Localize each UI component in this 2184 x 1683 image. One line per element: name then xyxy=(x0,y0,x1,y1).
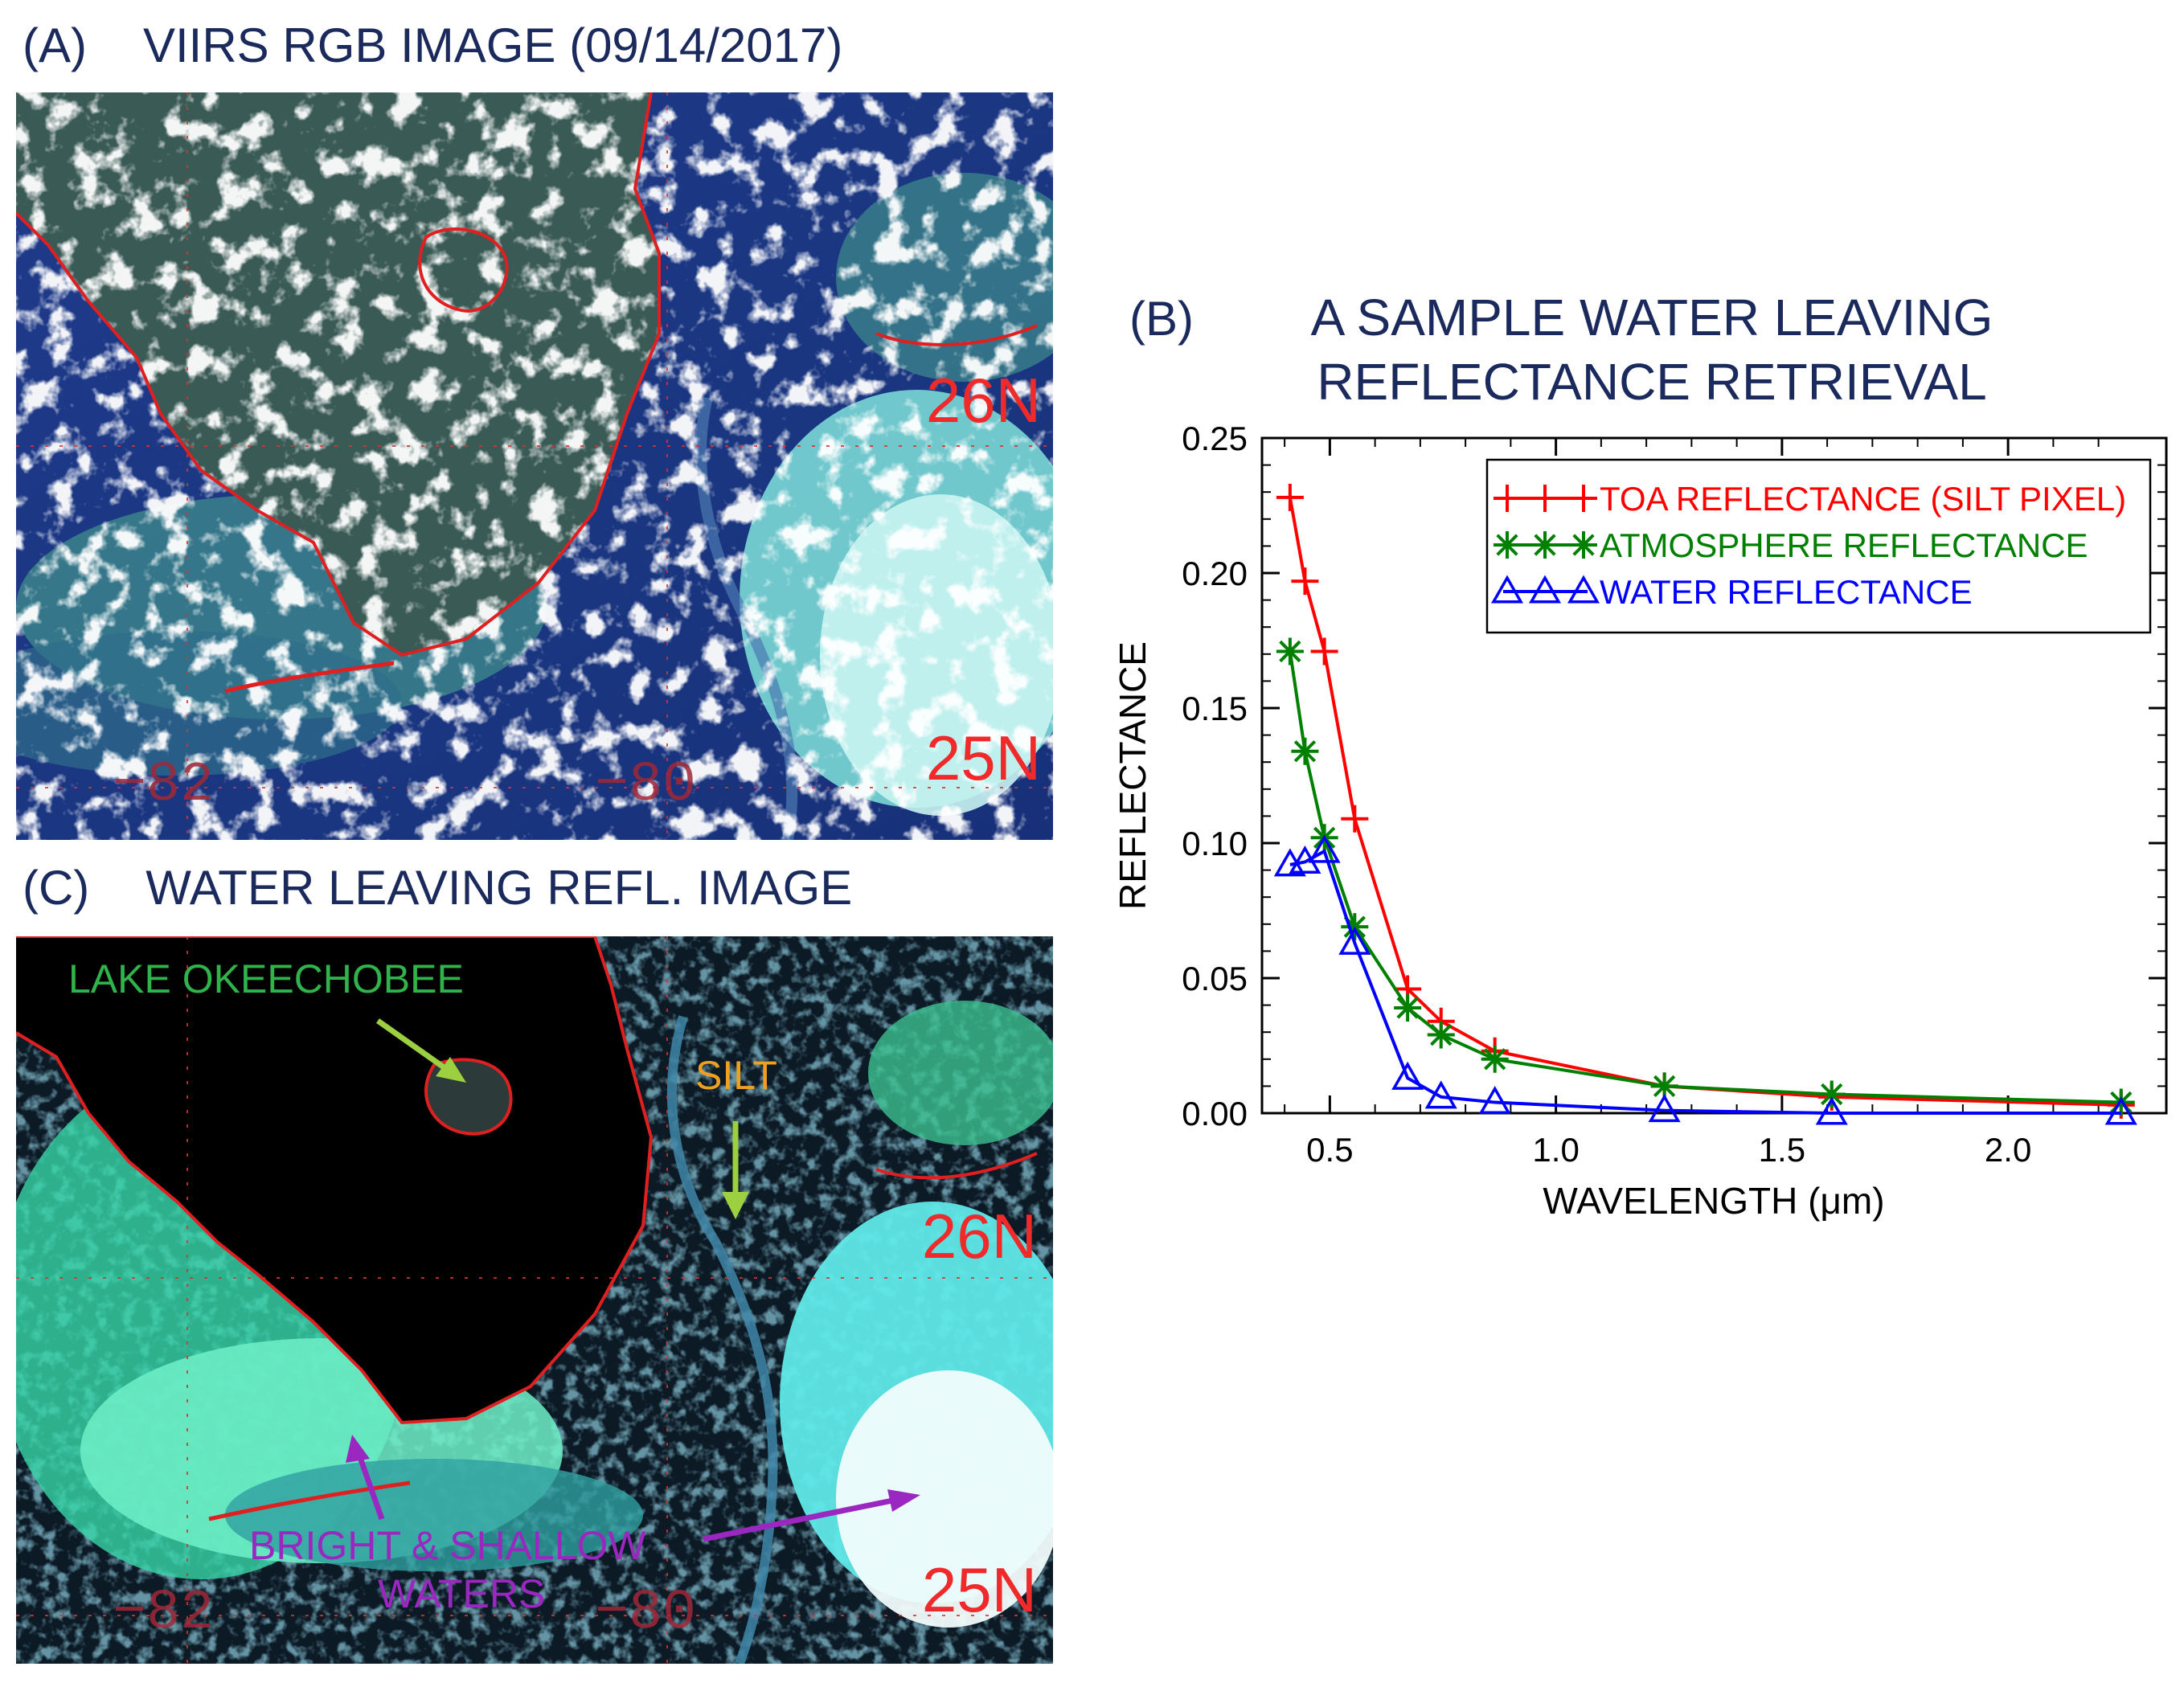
legend-entry: TOA REFLECTANCE (SILT PIXEL) xyxy=(1494,480,2126,518)
data-point xyxy=(1648,1094,1681,1123)
y-tick-label: 0.10 xyxy=(1182,825,1248,862)
data-point xyxy=(1817,1080,1846,1108)
panel-c-lon-80: −80 xyxy=(595,1582,696,1645)
y-tick-label: 0.15 xyxy=(1182,690,1248,727)
y-tick-label: 0.00 xyxy=(1182,1095,1248,1132)
data-point xyxy=(1310,637,1338,665)
panel-c-lon-82: −82 xyxy=(113,1582,214,1645)
data-point xyxy=(1338,926,1371,955)
data-point xyxy=(1291,567,1319,596)
legend-marker xyxy=(1570,485,1597,512)
x-tick-label: 1.5 xyxy=(1759,1131,1805,1169)
data-point xyxy=(1427,1021,1455,1049)
chart-title: A SAMPLE WATER LEAVING REFLECTANCE RETRI… xyxy=(1125,285,2178,422)
x-tick-label: 2.0 xyxy=(1985,1131,2031,1169)
chart-title-line2: REFLECTANCE RETRIEVAL xyxy=(1317,353,1987,411)
data-point xyxy=(1650,1072,1678,1100)
panel-c-lat-25n: 25N xyxy=(922,1554,1037,1625)
x-tick-label: 0.5 xyxy=(1306,1131,1353,1169)
bright-right-arrow-icon xyxy=(703,1489,920,1542)
silt-arrow-icon xyxy=(722,1121,749,1219)
data-point xyxy=(1341,805,1369,833)
legend-entry: ATMOSPHERE REFLECTANCE xyxy=(1494,526,2088,564)
data-point xyxy=(1394,993,1422,1022)
data-point xyxy=(1391,1061,1424,1090)
panel-a-lon-82: −82 xyxy=(113,754,214,817)
panel-c-lat-26n: 26N xyxy=(922,1201,1037,1271)
panel-a-title: (A) VIIRS RGB IMAGE (09/14/2017) xyxy=(23,18,842,73)
y-tick-label: 0.05 xyxy=(1182,960,1248,997)
panel-a-title-text: VIIRS RGB IMAGE (09/14/2017) xyxy=(142,18,843,72)
plot-frame xyxy=(1260,436,2168,1115)
lake-arrow-icon xyxy=(375,1018,466,1083)
data-point xyxy=(2107,1088,2135,1116)
legend-marker xyxy=(1531,531,1559,559)
legend-label: ATMOSPHERE REFLECTANCE xyxy=(1600,526,2088,564)
data-point xyxy=(1815,1096,1848,1125)
y-axis-label: REFLECTANCE xyxy=(1112,641,1153,910)
series-star xyxy=(1276,637,2135,1116)
data-point xyxy=(1478,1086,1511,1115)
data-point xyxy=(1276,637,1304,665)
panel-a-lon-80: −80 xyxy=(595,754,696,817)
bright-shallow-label-line1: BRIGHT & SHALLOW xyxy=(249,1523,646,1568)
data-point xyxy=(1291,737,1319,765)
legend-marker xyxy=(1567,575,1600,604)
legend-label: TOA REFLECTANCE (SILT PIXEL) xyxy=(1600,480,2126,518)
legend-label: WATER REFLECTANCE xyxy=(1600,573,1973,611)
legend-entry: WATER REFLECTANCE xyxy=(1490,573,1973,611)
data-point xyxy=(1308,834,1341,863)
data-point xyxy=(1481,1045,1509,1073)
panel-c-letter: (C) xyxy=(23,861,90,915)
x-axis-label: WAVELENGTH (μm) xyxy=(1543,1180,1884,1222)
bright-left-arrow-icon xyxy=(346,1435,385,1521)
water-leaving-reflectance-image: 26N 25N −82 −80 LAKE OKEECHOBEE SILT BRI… xyxy=(16,936,1053,1664)
legend-marker xyxy=(1490,575,1524,604)
viirs-rgb-image: 26N 25N −82 −80 xyxy=(16,92,1053,840)
data-point xyxy=(1424,1080,1457,1109)
lake-okeechobee-label: LAKE OKEECHOBEE xyxy=(68,956,464,1001)
series-line xyxy=(1288,651,2121,1104)
legend-marker xyxy=(1570,531,1597,559)
data-point xyxy=(1276,483,1304,511)
legend-marker xyxy=(1494,531,1521,559)
panel-a-letter: (A) xyxy=(23,18,87,72)
legend-marker xyxy=(1494,485,1521,512)
legend-box xyxy=(1485,458,2152,634)
silt-label: SILT xyxy=(695,1053,777,1098)
reflectance-chart: 0.00 0.05 0.10 0.15 0.20 0.25 0.5 1.0 1.5 2.0 RE… xyxy=(1112,420,2168,1222)
bright-shallow-label-line2: WATERS xyxy=(378,1571,545,1616)
panel-b-letter: (B) xyxy=(1129,292,1194,346)
legend-marker xyxy=(1531,485,1559,512)
data-point xyxy=(2104,1096,2137,1125)
y-tick-label: 0.25 xyxy=(1182,420,1248,457)
panel-a-lat-25n: 25N xyxy=(926,723,1041,793)
panel-c-title-text: WATER LEAVING REFL. IMAGE xyxy=(145,861,853,915)
series-triangle xyxy=(1273,834,2137,1125)
chart-title-line1: A SAMPLE WATER LEAVING xyxy=(1310,289,1993,346)
x-tick-label: 1.0 xyxy=(1532,1131,1579,1169)
y-tick-label: 0.20 xyxy=(1182,555,1248,592)
panel-c-title: (C) WATER LEAVING REFL. IMAGE xyxy=(23,860,852,915)
legend-marker xyxy=(1528,575,1562,604)
panel-a-lat-26n: 26N xyxy=(926,365,1041,436)
series-line xyxy=(1289,849,2121,1115)
